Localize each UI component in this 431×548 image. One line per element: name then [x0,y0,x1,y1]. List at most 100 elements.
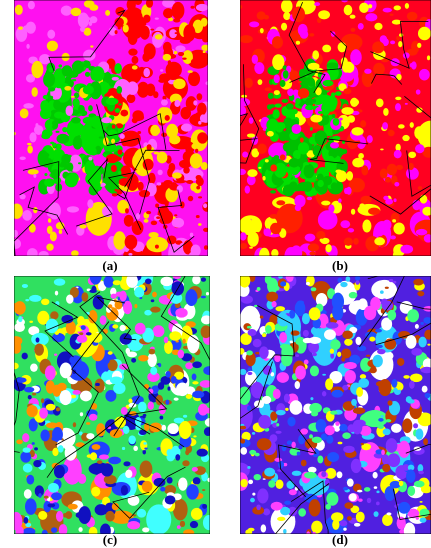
map-patch [173,499,188,521]
map-patch [376,381,385,386]
map-patch [275,306,285,311]
map-patch [148,232,158,238]
map-patch [206,408,211,414]
map-patch [408,152,416,159]
map-patch [200,114,206,122]
map-patch [414,481,425,488]
map-patch [190,233,194,237]
map-patch [60,163,66,167]
map-patch [340,220,350,228]
map-patch [245,529,252,535]
map-patch [125,470,132,478]
map-patch [81,292,88,301]
map-patch [240,243,248,249]
map-patch [24,517,29,524]
map-patch [105,368,109,372]
map-patch [147,144,152,151]
map-patch [52,120,59,129]
map-patch [182,339,185,344]
map-patch [383,196,388,200]
map-patch [24,489,32,498]
map-patch [240,35,253,43]
map-patch [172,172,182,178]
map-patch [143,68,150,77]
map-patch [89,527,98,537]
map-patch [345,370,356,384]
map-patch [85,148,90,150]
map-patch [362,220,371,233]
map-patch [196,215,200,218]
map-patch [78,506,91,524]
map-patch [56,407,60,411]
map-patch [281,23,287,31]
map-patch [41,299,49,306]
map-patch [381,415,384,417]
map-patch [148,349,155,355]
map-patch [90,452,97,460]
map-patch [111,165,117,172]
map-patch [346,171,353,180]
map-patch [384,369,387,374]
map-patch [418,471,424,475]
map-patch [44,496,49,499]
map-patch [293,150,301,159]
map-patch [27,143,32,145]
map-patch [63,513,68,518]
map-patch [282,213,288,217]
map-patch [291,109,297,114]
map-patch [277,517,285,521]
map-patch [304,162,310,165]
map-patch [381,450,385,456]
map-patch [192,275,200,284]
map-patch [265,159,269,162]
map-patch [191,508,203,520]
map-patch [343,446,355,453]
map-patch [101,463,113,476]
map-patch [416,429,424,440]
map-patch [368,208,380,215]
map-patch [277,313,289,326]
map-patch [331,64,334,68]
map-patch [340,282,347,287]
map-patch [79,332,83,335]
map-patch [185,362,193,369]
map-patch [71,250,79,256]
map-patch [191,143,200,149]
map-patch [52,448,58,456]
map-patch [344,502,353,509]
map-patch [96,423,105,436]
map-patch [175,32,179,34]
map-patch [45,365,56,380]
map-patch [72,79,77,82]
map-patch [83,16,90,21]
map-patch [270,434,278,442]
map-patch [10,336,22,345]
map-patch [181,123,192,131]
map-patch [99,454,109,459]
map-patch [178,477,187,490]
map-patch [257,488,268,503]
map-patch [190,153,203,168]
map-patch [174,51,178,54]
map-patch [402,135,409,141]
map-patch [331,182,338,190]
map-patch [402,418,412,433]
map-patch [112,156,121,161]
map-patch [23,464,33,473]
map-patch [85,72,90,77]
map-patch [87,199,93,208]
map-patch [85,161,96,176]
map-patch [323,80,334,87]
map-patch [119,178,131,186]
map-patch [169,135,180,144]
map-patch [155,245,159,249]
map-patch [239,426,246,430]
map-patch [118,171,121,175]
map-patch [142,481,153,492]
map-patch [247,231,258,246]
map-patch [403,375,409,379]
map-patch [47,226,53,234]
map-patch [357,490,362,493]
map-patch [419,69,430,81]
map-patch [405,3,409,9]
